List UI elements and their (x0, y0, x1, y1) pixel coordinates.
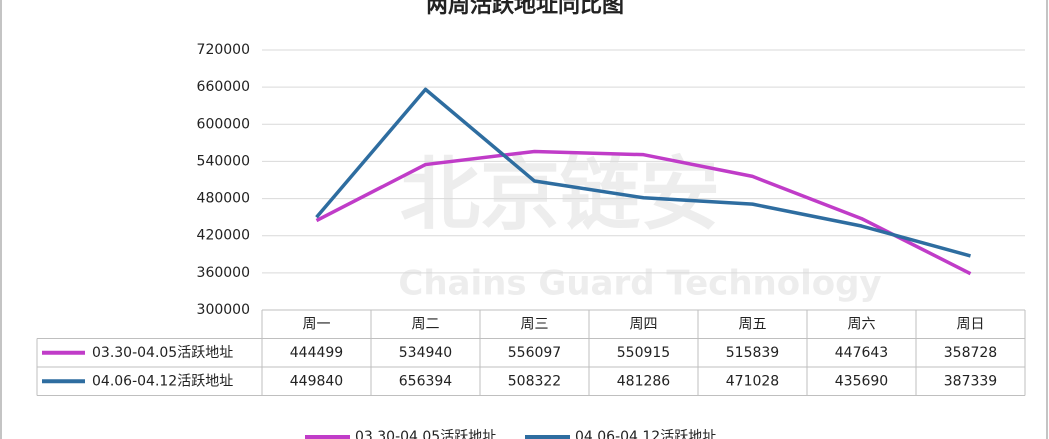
x-tick-label: 周六 (848, 316, 876, 332)
y-tick-label: 480000 (197, 191, 250, 207)
table-cell: 515839 (726, 345, 779, 361)
watermark: 北京链安 (400, 148, 720, 241)
table-cell: 447643 (835, 345, 888, 361)
table-cell: 387339 (944, 373, 997, 389)
table-cell: 534940 (399, 345, 452, 361)
table-cell: 508322 (508, 373, 561, 389)
y-tick-label: 300000 (197, 302, 250, 318)
table-cell: 481286 (617, 373, 671, 389)
table-cell: 471028 (726, 373, 779, 389)
y-tick-label: 420000 (197, 228, 250, 244)
watermark-subtitle: Chains Guard Technology (398, 264, 881, 304)
table-cell: 550915 (617, 345, 670, 361)
table-cell: 435690 (835, 373, 888, 389)
series-line (315, 149, 972, 276)
y-tick-label: 720000 (197, 42, 250, 58)
x-tick-label: 周日 (957, 316, 985, 332)
table-cell: 444499 (290, 345, 343, 361)
y-tick-label: 600000 (197, 116, 250, 132)
legend-label: 04.06-04.12活跃地址 (575, 429, 716, 439)
chart-title: 两周活跃地址同比图 (426, 0, 624, 18)
table-series-name: 03.30-04.05活跃地址 (92, 345, 233, 361)
table-cell: 449840 (290, 373, 343, 389)
x-tick-label: 周二 (412, 316, 440, 332)
x-tick-label: 周五 (739, 316, 767, 332)
x-tick-label: 周一 (303, 316, 331, 332)
table-cell: 556097 (508, 345, 561, 361)
series-line (315, 87, 971, 258)
x-tick-label: 周三 (521, 316, 549, 332)
x-tick-label: 周四 (630, 316, 658, 332)
table-cell: 358728 (944, 345, 997, 361)
table-cell: 656394 (399, 373, 453, 389)
y-tick-label: 360000 (197, 265, 250, 281)
legend-label: 03.30-04.05活跃地址 (355, 429, 496, 439)
y-tick-label: 660000 (197, 79, 250, 95)
y-tick-label: 540000 (197, 153, 250, 169)
table-series-name: 04.06-04.12活跃地址 (92, 373, 233, 389)
